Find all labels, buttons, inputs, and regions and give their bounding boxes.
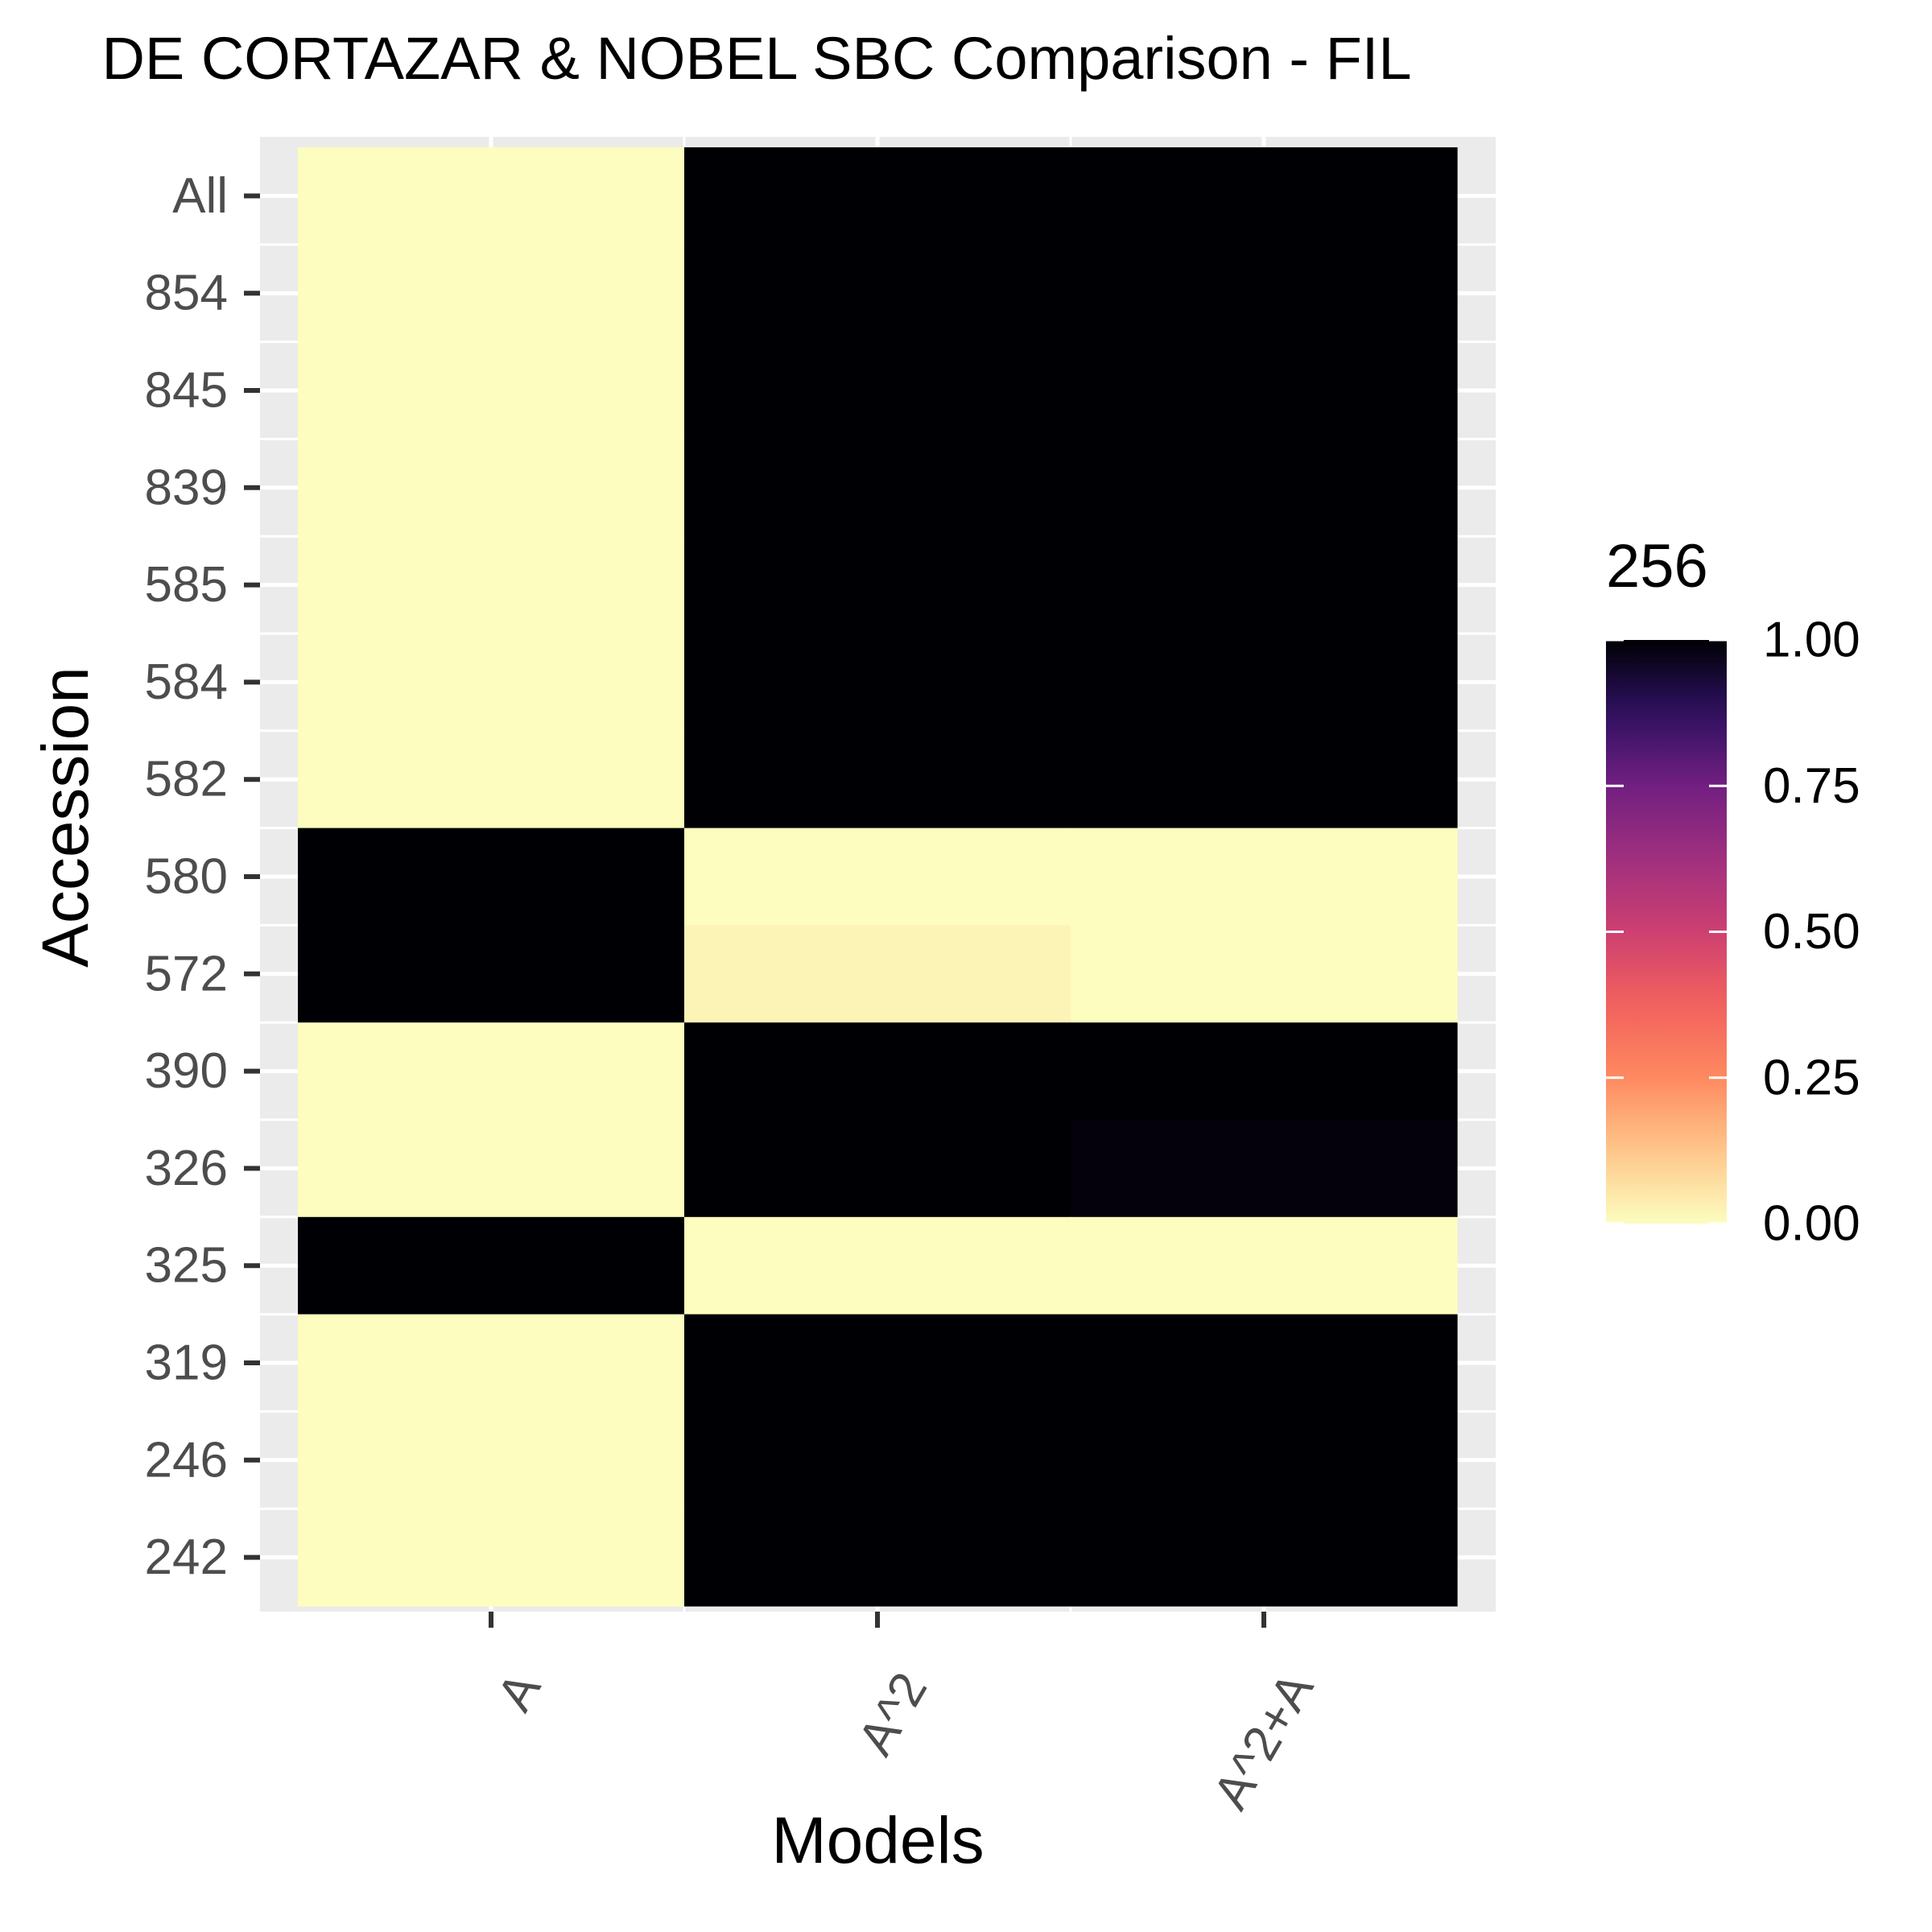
heatmap-cell [684, 925, 1071, 1023]
heatmap-cell [1071, 1411, 1458, 1509]
heatmap-cell [684, 1120, 1071, 1218]
heatmap-cell [1071, 1022, 1458, 1121]
y-tick-label: 585 [145, 557, 228, 613]
heatmap-cell [684, 1314, 1071, 1412]
heatmap-cell [298, 147, 685, 246]
heatmap-cell [684, 536, 1071, 634]
y-tick-label: 390 [145, 1043, 228, 1099]
heatmap-cell [298, 1411, 685, 1509]
heatmap-cell [298, 730, 685, 829]
y-tick-label: 839 [145, 460, 228, 515]
y-tick-label: 572 [145, 946, 228, 1001]
y-tick-label: 582 [145, 752, 228, 807]
legend-colorbar [1606, 640, 1727, 1224]
heatmap-cell [298, 244, 685, 343]
heatmap-cell [1071, 634, 1458, 732]
heatmap-cell [684, 730, 1071, 829]
heatmap-cell [1071, 1216, 1458, 1315]
legend-tick-label: 0.25 [1763, 1050, 1860, 1105]
x-tick-label: A^2 [848, 1664, 938, 1765]
y-tick-label: 319 [145, 1335, 228, 1391]
y-tick-label: 325 [145, 1238, 228, 1294]
heatmap-cell [684, 439, 1071, 537]
heatmap-cell [298, 1120, 685, 1218]
x-tick-label: A^2+A [1203, 1663, 1324, 1818]
y-tick-label: 584 [145, 654, 228, 710]
heatmap-cell [298, 341, 685, 440]
x-tick-label: A [487, 1663, 552, 1720]
y-tick-label: 242 [145, 1530, 228, 1585]
heatmap-cell [684, 1216, 1071, 1315]
heatmap-cell [298, 828, 685, 926]
heatmap-cell [684, 634, 1071, 732]
heatmap-cell [684, 1509, 1071, 1607]
heatmap-cell [1071, 730, 1458, 829]
heatmap-cell [298, 1314, 685, 1412]
heatmap-cell [684, 341, 1071, 440]
heatmap-cell [1071, 439, 1458, 537]
heatmap-cell [684, 1022, 1071, 1121]
heatmap-cell [298, 1509, 685, 1607]
x-axis-label: Models [771, 1804, 985, 1877]
y-tick-label: All [172, 168, 228, 224]
heatmap-cell [1071, 1314, 1458, 1412]
legend-tick-label: 0.75 [1763, 758, 1860, 814]
heatmap-cell [298, 1022, 685, 1121]
heatmap-cell [298, 536, 685, 634]
heatmap-cell [1071, 244, 1458, 343]
heatmap-cell [684, 244, 1071, 343]
heatmap-cell [1071, 341, 1458, 440]
heatmap-cell [1071, 1509, 1458, 1607]
heatmap-cell [1071, 925, 1458, 1023]
legend-title: 256 [1606, 532, 1708, 601]
heatmap-cell [1071, 536, 1458, 634]
heatmap-cell [298, 439, 685, 537]
heatmap-cell [684, 828, 1071, 926]
heatmap-cell [298, 634, 685, 732]
legend-tick-label: 0.00 [1763, 1196, 1860, 1252]
y-tick-label: 580 [145, 849, 228, 905]
y-tick-label: 326 [145, 1141, 228, 1196]
y-tick-label: 845 [145, 363, 228, 419]
heatmap-cell [684, 1411, 1071, 1509]
legend-tick-label: 1.00 [1763, 613, 1860, 668]
heatmap-cell [1071, 147, 1458, 246]
y-tick-label: 854 [145, 266, 228, 321]
heatmap-cell [298, 1216, 685, 1315]
y-tick-label: 246 [145, 1432, 228, 1488]
chart-title: DE CORTAZAR & NOBEL SBC Comparison - FIL [101, 25, 1412, 92]
heatmap-cell [298, 925, 685, 1023]
heatmap-cell [1071, 828, 1458, 926]
legend-tick-label: 0.50 [1763, 904, 1860, 960]
heatmap-cell [1071, 1120, 1458, 1218]
heatmap-cell [684, 147, 1071, 246]
